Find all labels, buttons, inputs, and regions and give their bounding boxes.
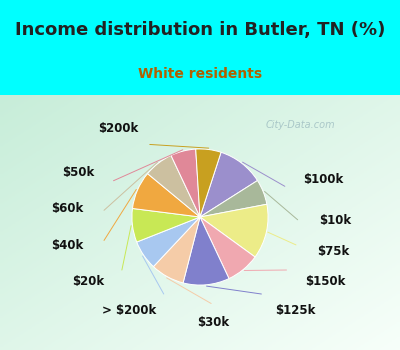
Text: $200k: $200k — [98, 122, 139, 135]
Text: $100k: $100k — [304, 173, 344, 186]
Wedge shape — [200, 217, 255, 279]
Text: Income distribution in Butler, TN (%): Income distribution in Butler, TN (%) — [15, 21, 385, 39]
Text: City-Data.com: City-Data.com — [265, 120, 335, 130]
Wedge shape — [171, 149, 200, 217]
Wedge shape — [200, 152, 258, 217]
Text: $60k: $60k — [51, 202, 83, 215]
Text: $20k: $20k — [72, 275, 105, 288]
Text: $30k: $30k — [198, 316, 230, 329]
Wedge shape — [200, 181, 267, 217]
Text: $50k: $50k — [62, 166, 94, 179]
Text: $75k: $75k — [317, 245, 349, 258]
Text: $125k: $125k — [275, 304, 315, 317]
Wedge shape — [200, 204, 268, 257]
Wedge shape — [154, 217, 200, 283]
Wedge shape — [183, 217, 229, 285]
Text: White residents: White residents — [138, 67, 262, 81]
Wedge shape — [132, 174, 200, 217]
Wedge shape — [196, 149, 221, 217]
Wedge shape — [148, 155, 200, 217]
Text: $10k: $10k — [319, 214, 351, 227]
Text: $150k: $150k — [306, 275, 346, 288]
Wedge shape — [132, 209, 200, 242]
Text: $40k: $40k — [51, 239, 83, 252]
Wedge shape — [137, 217, 200, 267]
Text: > $200k: > $200k — [102, 304, 156, 317]
